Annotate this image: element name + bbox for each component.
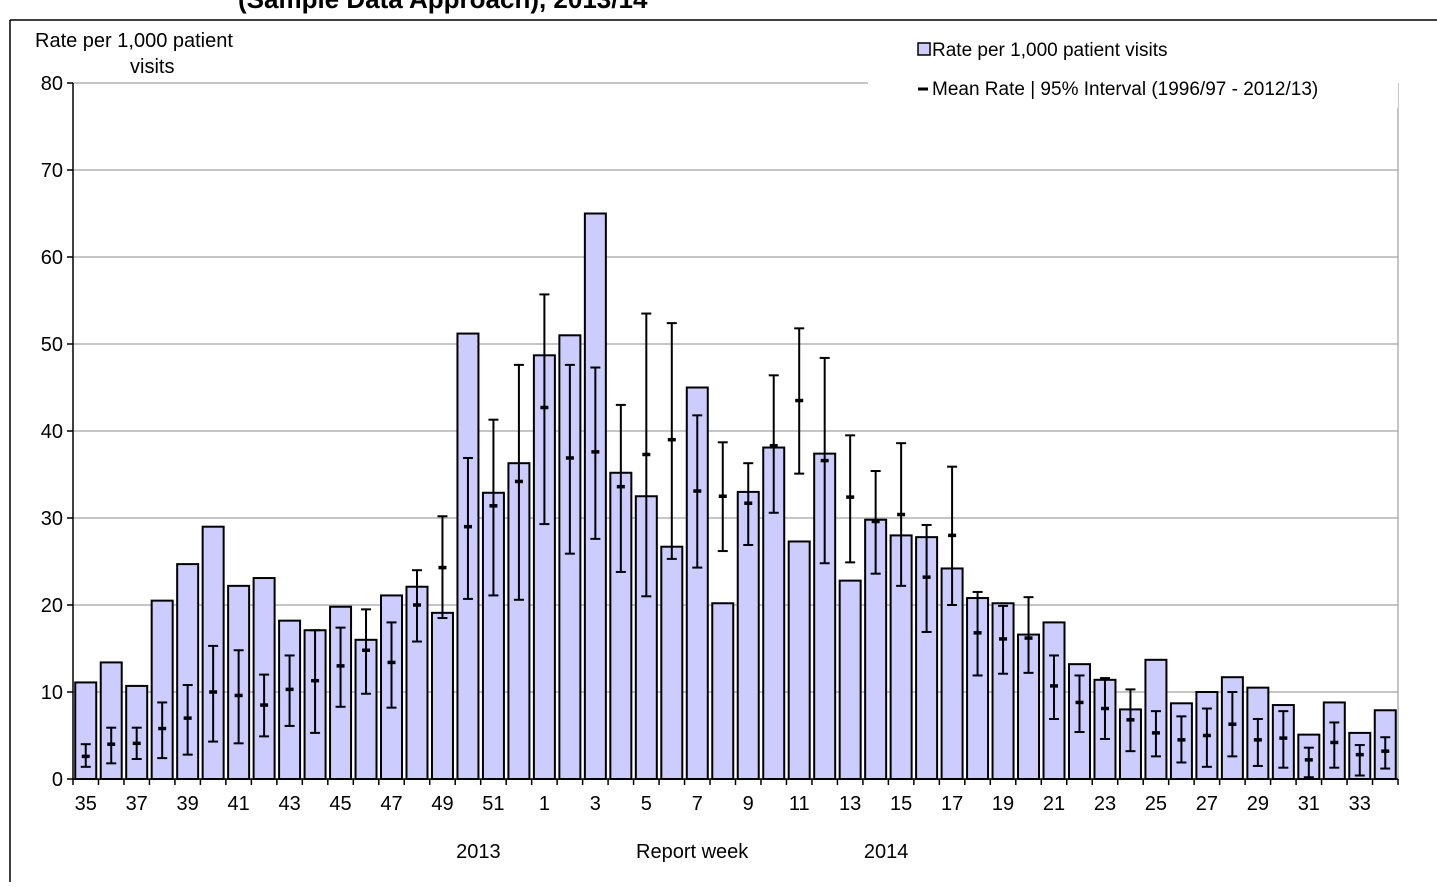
bar <box>711 602 735 781</box>
legend: Rate per 1,000 patient visits Mean Rate … <box>868 32 1398 108</box>
y-tick-label: 10 <box>41 682 63 704</box>
x-tick-label: 27 <box>1196 793 1218 815</box>
year-label-2013: 2013 <box>456 841 501 863</box>
x-tick-label: 23 <box>1094 793 1116 815</box>
x-tick-label: 15 <box>890 793 912 815</box>
x-tick-label: 9 <box>743 793 754 815</box>
legend-errorbar-label: Mean Rate | 95% Interval (1996/97 - 2012… <box>932 79 1318 100</box>
y-tick-label: 40 <box>41 421 63 443</box>
x-tick-label: 29 <box>1247 793 1269 815</box>
y-tick-labels: 0 10 20 30 40 50 60 70 80 <box>41 73 63 791</box>
y-axis-title-line1: Rate per 1,000 patient <box>35 30 233 52</box>
header-text: (Sample Data Approach), 2013/14 <box>238 0 648 14</box>
legend-bar-label: Rate per 1,000 patient visits <box>932 40 1168 61</box>
axes <box>67 82 1399 785</box>
y-tick-label: 80 <box>41 73 63 95</box>
x-tick-label: 1 <box>539 793 550 815</box>
x-tick-label: 17 <box>941 793 963 815</box>
y-tick-label: 70 <box>41 160 63 182</box>
bar <box>430 611 454 781</box>
x-tick-label: 19 <box>992 793 1014 815</box>
y-tick-label: 50 <box>41 334 63 356</box>
x-tick-label: 49 <box>431 793 453 815</box>
y-axis-title-line2: visits <box>130 56 174 78</box>
x-tick-label: 43 <box>278 793 300 815</box>
bar <box>838 579 862 781</box>
x-tick-label: 47 <box>380 793 402 815</box>
x-tick-label: 7 <box>692 793 703 815</box>
x-tick-label: 13 <box>839 793 861 815</box>
x-tick-label: 21 <box>1043 793 1065 815</box>
bar <box>787 540 811 780</box>
legend-box <box>868 32 1398 108</box>
bar <box>660 545 684 781</box>
error-bars <box>80 293 1391 779</box>
x-tick-label: 51 <box>482 793 504 815</box>
legend-bar-swatch <box>917 42 931 56</box>
y-tick-label: 30 <box>41 508 63 530</box>
x-tick-label: 31 <box>1298 793 1320 815</box>
x-tick-label: 39 <box>177 793 199 815</box>
x-tick-label: 5 <box>641 793 652 815</box>
y-tick-label: 20 <box>41 595 63 617</box>
x-tick-label: 3 <box>590 793 601 815</box>
y-tick-label: 60 <box>41 247 63 269</box>
x-tick-label: 41 <box>228 793 250 815</box>
x-tick-label: 25 <box>1145 793 1167 815</box>
bars <box>74 212 1397 781</box>
x-tick-label: 35 <box>75 793 97 815</box>
year-label-2014: 2014 <box>864 841 909 863</box>
x-tick-label: 45 <box>329 793 351 815</box>
x-tick-labels: 35 37 39 41 43 45 47 49 51 1 3 5 7 9 11 13 15 17 19 21 23 25 2… <box>75 793 1371 815</box>
x-axis-title: Report week <box>636 841 749 863</box>
x-tick-label: 11 <box>789 793 810 815</box>
y-tick-label: 0 <box>52 769 63 791</box>
x-tick-label: 33 <box>1349 793 1371 815</box>
x-tick-label: 37 <box>126 793 148 815</box>
